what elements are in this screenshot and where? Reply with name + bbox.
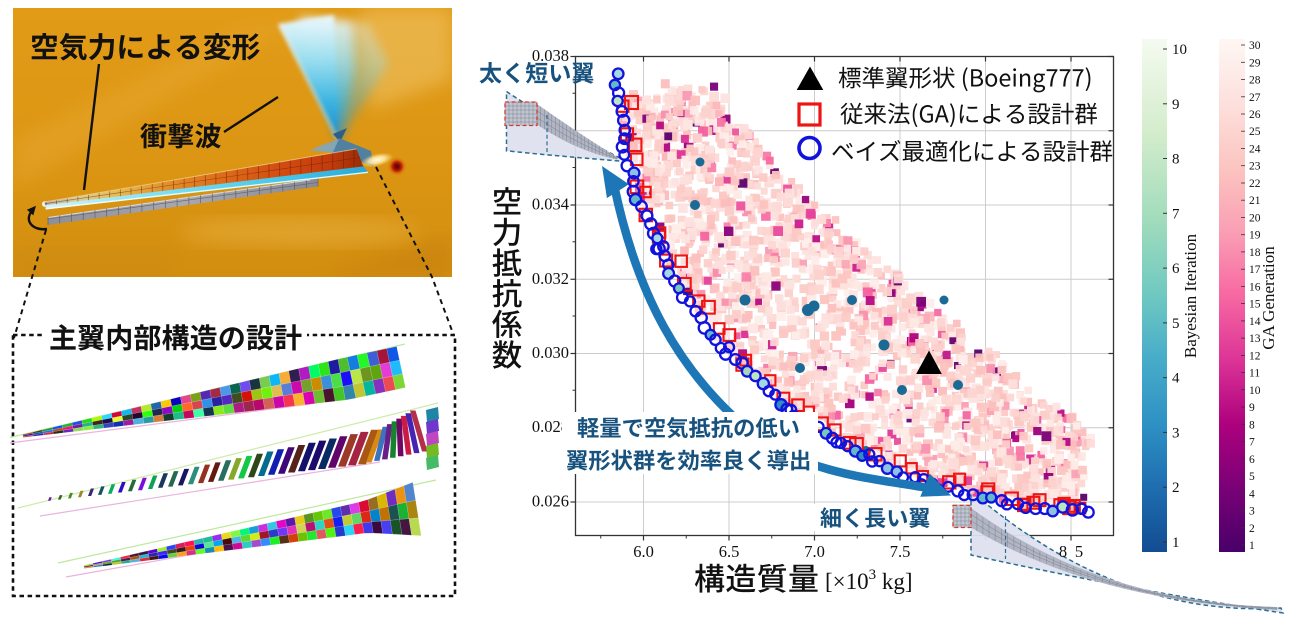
svg-text:17: 17 <box>1249 264 1261 276</box>
svg-text:19: 19 <box>1249 230 1261 242</box>
svg-text:Bayesian Iteration: Bayesian Iteration <box>1181 233 1200 358</box>
svg-text:8: 8 <box>1249 419 1255 431</box>
svg-text:3: 3 <box>1172 425 1180 441</box>
svg-text:0.028: 0.028 <box>532 417 569 436</box>
svg-text:7: 7 <box>1172 206 1180 222</box>
svg-text:25: 25 <box>1249 126 1261 138</box>
svg-text:20: 20 <box>1249 212 1261 224</box>
svg-text:2: 2 <box>1172 480 1180 496</box>
svg-text:6: 6 <box>1172 261 1180 277</box>
svg-text:8: 8 <box>1172 152 1180 168</box>
svg-text:4: 4 <box>1172 371 1180 387</box>
svg-text:24: 24 <box>1249 144 1261 156</box>
svg-text:5: 5 <box>1172 316 1180 332</box>
svg-text:30: 30 <box>1249 40 1261 52</box>
svg-text:14: 14 <box>1249 316 1261 328</box>
svg-text:12: 12 <box>1249 350 1261 362</box>
svg-text:0.030: 0.030 <box>532 343 569 362</box>
svg-text:1: 1 <box>1172 535 1180 551</box>
svg-text:10: 10 <box>1249 385 1261 397</box>
svg-text:5: 5 <box>1249 471 1255 483</box>
svg-text:5: 5 <box>1075 542 1083 561</box>
svg-text:15: 15 <box>1249 299 1261 311</box>
svg-text:0.032: 0.032 <box>532 269 569 288</box>
svg-text:8: 8 <box>1059 542 1067 561</box>
svg-text:6.5: 6.5 <box>719 542 740 561</box>
svg-text:11: 11 <box>1249 368 1260 380</box>
svg-text:9: 9 <box>1249 402 1255 414</box>
svg-text:6: 6 <box>1249 454 1255 466</box>
svg-text:[×103 kg]: [×103 kg] <box>825 567 913 594</box>
svg-text:22: 22 <box>1249 178 1261 190</box>
svg-text:1: 1 <box>1249 540 1255 552</box>
svg-text:28: 28 <box>1249 75 1261 87</box>
svg-text:7: 7 <box>1249 437 1255 449</box>
svg-text:13: 13 <box>1249 333 1261 345</box>
svg-text:GA Generation: GA Generation <box>1259 246 1278 350</box>
svg-text:9: 9 <box>1172 97 1180 113</box>
svg-text:7.5: 7.5 <box>890 542 911 561</box>
svg-text:6.0: 6.0 <box>633 542 654 561</box>
svg-text:18: 18 <box>1249 247 1261 259</box>
svg-text:2: 2 <box>1249 523 1255 535</box>
svg-text:7.0: 7.0 <box>804 542 825 561</box>
svg-text:4: 4 <box>1249 488 1255 500</box>
svg-text:21: 21 <box>1249 195 1261 207</box>
svg-text:27: 27 <box>1249 92 1261 104</box>
svg-text:26: 26 <box>1249 109 1261 121</box>
svg-text:10: 10 <box>1172 42 1187 58</box>
svg-text:16: 16 <box>1249 281 1261 293</box>
svg-text:0.026: 0.026 <box>532 492 569 511</box>
svg-text:29: 29 <box>1249 57 1261 69</box>
svg-text:3: 3 <box>1249 506 1255 518</box>
svg-text:0.034: 0.034 <box>532 195 569 214</box>
svg-text:23: 23 <box>1249 161 1261 173</box>
svg-text:0.038: 0.038 <box>532 46 569 65</box>
